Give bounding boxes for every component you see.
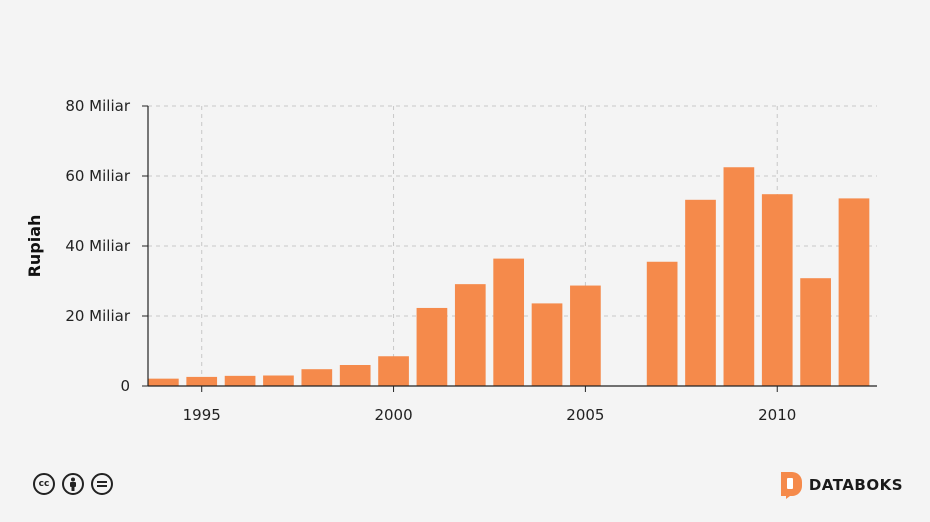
bar-2001: [416, 307, 448, 386]
bar-2002: [454, 284, 486, 386]
license-icons: cc: [33, 473, 113, 495]
cc-icon: cc: [33, 473, 55, 495]
bar-1999: [339, 365, 371, 386]
brand-name: DATABOKS: [808, 476, 903, 494]
databoks-logo-icon: [780, 472, 802, 499]
bar-2004: [531, 303, 563, 386]
y-tick-label: 20 Miliar: [65, 307, 130, 325]
bar-2007: [646, 261, 678, 386]
bar-2009: [723, 167, 755, 386]
bar-1994: [148, 378, 179, 386]
y-tick-label: 0: [120, 377, 130, 395]
y-axis-title: Rupiah: [25, 215, 44, 278]
nd-icon: [91, 473, 113, 495]
bar-2005: [570, 285, 601, 386]
x-tick-label: 2000: [374, 406, 412, 424]
y-tick-label: 40 Miliar: [65, 237, 130, 255]
bar-2008: [685, 199, 716, 386]
bar-1995: [186, 376, 218, 386]
x-tick-label: 2010: [758, 406, 796, 424]
y-tick-label: 80 Miliar: [65, 97, 130, 115]
bar-2012: [838, 198, 870, 386]
brand-logo: DATABOKS: [779, 471, 903, 499]
bar-1997: [263, 375, 294, 386]
bar-2011: [800, 278, 831, 386]
by-icon: [62, 473, 84, 495]
bar-2000: [378, 356, 409, 386]
axes: [142, 105, 877, 392]
bar-2010: [761, 194, 793, 386]
y-tick-label: 60 Miliar: [65, 167, 130, 185]
bar-2003: [493, 258, 525, 386]
tick-labels: 0 20 Miliar 40 Miliar 60 Miliar 80 Miliar 199…: [65, 97, 796, 424]
bars: [148, 167, 870, 386]
x-tick-label: 2005: [566, 406, 604, 424]
bar-1998: [301, 369, 333, 386]
x-tick-label: 1995: [183, 406, 221, 424]
bar-1996: [224, 375, 256, 386]
